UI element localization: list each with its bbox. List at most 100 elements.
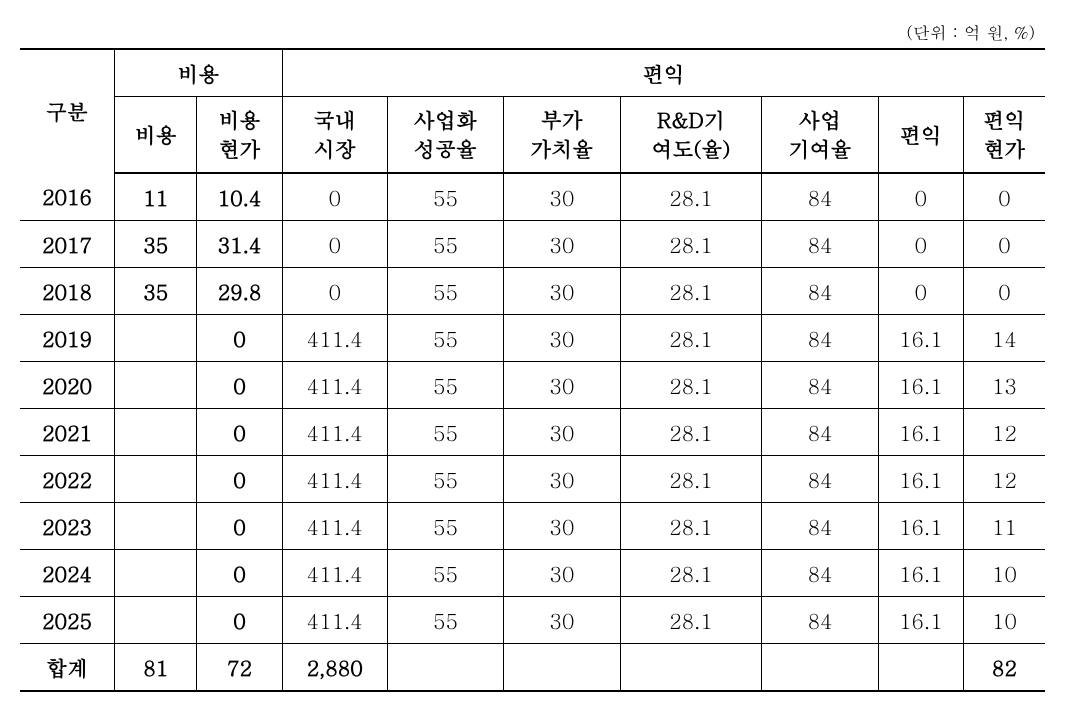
header-success-l1: 사업화 xyxy=(414,104,477,134)
header-cost: 비용 xyxy=(115,97,197,173)
cell-benefit: 16.1 xyxy=(878,502,963,549)
cell-cost xyxy=(115,502,197,549)
cell-success: 55 xyxy=(387,596,503,643)
cell-cost-pv: 0 xyxy=(197,596,282,643)
cell-value: 30 xyxy=(504,361,620,408)
cell-year: 2022 xyxy=(20,455,115,502)
cell-biz: 84 xyxy=(762,267,878,314)
cell-cost: 35 xyxy=(115,220,197,267)
header-domestic: 국내 시장 xyxy=(282,97,387,173)
cell-total-domestic: 2,880 xyxy=(282,643,387,691)
cell-benefit-pv: 10 xyxy=(963,549,1045,596)
cell-value: 30 xyxy=(504,267,620,314)
cell-rd: 28.1 xyxy=(620,455,762,502)
cell-domestic: 0 xyxy=(282,173,387,221)
cell-benefit: 16.1 xyxy=(878,408,963,455)
cell-rd: 28.1 xyxy=(620,502,762,549)
cell-rd: 28.1 xyxy=(620,361,762,408)
cell-value: 30 xyxy=(504,314,620,361)
cell-domestic: 411.4 xyxy=(282,549,387,596)
cell-total-rd xyxy=(620,643,762,691)
cell-success: 55 xyxy=(387,173,503,221)
cell-value: 30 xyxy=(504,596,620,643)
cell-rd: 28.1 xyxy=(620,220,762,267)
cell-benefit-pv: 14 xyxy=(963,314,1045,361)
data-table: 구분 비용 편익 비용 비용 현가 국내 시장 사업화 성공율 부가 가치율 xyxy=(20,48,1045,692)
table-row: 20173531.40553028.18400 xyxy=(20,220,1045,267)
cell-success: 55 xyxy=(387,314,503,361)
cell-domestic: 411.4 xyxy=(282,361,387,408)
cell-year: 2020 xyxy=(20,361,115,408)
table-row: 20230411.4553028.18416.111 xyxy=(20,502,1045,549)
header-domestic-l2: 시장 xyxy=(314,133,356,163)
cell-year: 2024 xyxy=(20,549,115,596)
header-benefit-pv-l1: 편익 xyxy=(983,104,1025,134)
cell-success: 55 xyxy=(387,267,503,314)
cell-cost: 11 xyxy=(115,173,197,221)
table-row: 20240411.4553028.18416.110 xyxy=(20,549,1045,596)
cell-rd: 28.1 xyxy=(620,267,762,314)
cell-value: 30 xyxy=(504,173,620,221)
cell-biz: 84 xyxy=(762,596,878,643)
cell-year: 2025 xyxy=(20,596,115,643)
cell-domestic: 411.4 xyxy=(282,502,387,549)
table-row-total: 합계81722,88082 xyxy=(20,643,1045,691)
cell-success: 55 xyxy=(387,220,503,267)
cell-domestic: 411.4 xyxy=(282,314,387,361)
cell-success: 55 xyxy=(387,361,503,408)
cell-benefit: 16.1 xyxy=(878,549,963,596)
cell-value: 30 xyxy=(504,549,620,596)
cell-domestic: 411.4 xyxy=(282,408,387,455)
cell-benefit-pv: 12 xyxy=(963,455,1045,502)
cell-benefit: 16.1 xyxy=(878,596,963,643)
table-row: 20220411.4553028.18416.112 xyxy=(20,455,1045,502)
cell-cost xyxy=(115,314,197,361)
header-biz: 사업 기여율 xyxy=(762,97,878,173)
table-row: 20200411.4553028.18416.113 xyxy=(20,361,1045,408)
cell-biz: 84 xyxy=(762,455,878,502)
cell-rd: 28.1 xyxy=(620,408,762,455)
cell-biz: 84 xyxy=(762,361,878,408)
cell-benefit-pv: 13 xyxy=(963,361,1045,408)
cell-rd: 28.1 xyxy=(620,314,762,361)
cell-cost-pv: 0 xyxy=(197,408,282,455)
cell-rd: 28.1 xyxy=(620,549,762,596)
cell-value: 30 xyxy=(504,455,620,502)
cell-domestic: 411.4 xyxy=(282,596,387,643)
cell-success: 55 xyxy=(387,408,503,455)
table-row: 20250411.4553028.18416.110 xyxy=(20,596,1045,643)
cell-cost xyxy=(115,455,197,502)
cell-cost-pv: 31.4 xyxy=(197,220,282,267)
cell-year: 2016 xyxy=(20,173,115,221)
header-benefit-pv: 편익 현가 xyxy=(963,97,1045,173)
cell-benefit-pv: 12 xyxy=(963,408,1045,455)
cell-year: 2021 xyxy=(20,408,115,455)
cell-cost-pv: 0 xyxy=(197,455,282,502)
header-benefit-pv-l2: 현가 xyxy=(983,133,1025,163)
header-value: 부가 가치율 xyxy=(504,97,620,173)
cell-biz: 84 xyxy=(762,220,878,267)
cell-success: 55 xyxy=(387,502,503,549)
cell-cost-pv: 29.8 xyxy=(197,267,282,314)
cell-benefit-pv: 10 xyxy=(963,596,1045,643)
header-cost-group: 비용 xyxy=(115,49,282,97)
cell-cost-pv: 0 xyxy=(197,502,282,549)
cell-cost xyxy=(115,408,197,455)
cell-biz: 84 xyxy=(762,549,878,596)
cell-cost xyxy=(115,549,197,596)
cell-total-benefit-pv: 82 xyxy=(963,643,1045,691)
header-domestic-l1: 국내 xyxy=(314,104,356,134)
cell-value: 30 xyxy=(504,502,620,549)
cell-cost-pv: 0 xyxy=(197,361,282,408)
header-rd-l2: 여도(율) xyxy=(652,133,731,163)
table-row: 20190411.4553028.18416.114 xyxy=(20,314,1045,361)
header-cost-pv: 비용 현가 xyxy=(197,97,282,173)
cell-biz: 84 xyxy=(762,502,878,549)
table-row: 20210411.4553028.18416.112 xyxy=(20,408,1045,455)
header-row-label: 구분 xyxy=(20,49,115,173)
cell-rd: 28.1 xyxy=(620,173,762,221)
cell-value: 30 xyxy=(504,408,620,455)
cell-benefit: 0 xyxy=(878,267,963,314)
cell-cost: 35 xyxy=(115,267,197,314)
table-row: 20183529.80553028.18400 xyxy=(20,267,1045,314)
